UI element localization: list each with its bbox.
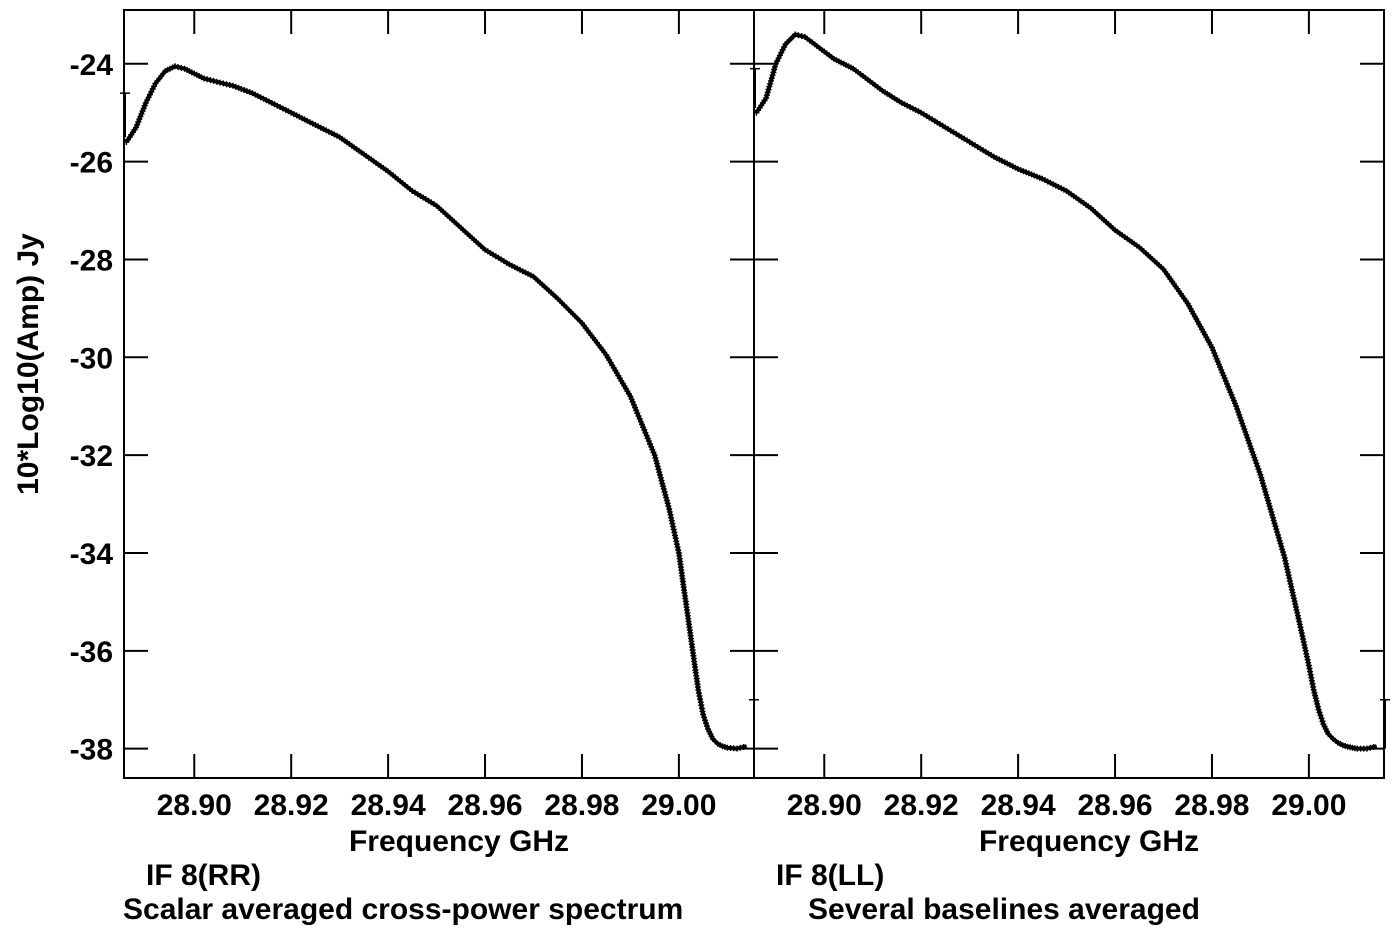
x-tick-label: 28.94 xyxy=(351,789,426,822)
y-tick-label: -26 xyxy=(70,147,113,180)
panel-frame xyxy=(123,9,755,779)
footer-caption-right: Several baselines averaged xyxy=(808,893,1200,926)
y-tick-label: -24 xyxy=(70,49,114,82)
x-tick-label: 28.98 xyxy=(544,789,619,822)
panel-frame xyxy=(753,9,1385,779)
y-tick-label: -28 xyxy=(70,244,113,277)
series-line xyxy=(124,64,748,751)
x-tick-label: 28.90 xyxy=(787,789,862,822)
panel-right-caption: IF 8(LL) xyxy=(776,859,885,892)
panel-left: 28.90 28.92 28.94 28.96 28.98 29.00 -24 -26 -28 -… xyxy=(70,9,755,858)
y-axis-label: 10*Log10(Amp) Jy xyxy=(12,233,45,495)
x-tick-label: 29.00 xyxy=(1271,789,1346,822)
x-tick-label: 29.00 xyxy=(641,789,716,822)
x-tick-label: 28.92 xyxy=(884,789,959,822)
series-line xyxy=(754,32,1378,751)
series-markers xyxy=(753,31,1377,752)
y-tick-label: -34 xyxy=(70,538,114,571)
x-tick-label: 28.98 xyxy=(1174,789,1249,822)
x-tick-label: 28.96 xyxy=(1077,789,1152,822)
panel-right: 28.90 28.92 28.94 28.96 28.98 29.00 Frequency … xyxy=(753,9,1385,858)
y-tick-label: -38 xyxy=(70,734,113,767)
x-tick-label: 28.92 xyxy=(254,789,329,822)
x-axis-label: Frequency GHz xyxy=(979,825,1199,858)
panel-left-caption: IF 8(RR) xyxy=(146,859,261,892)
x-tick-label: 28.94 xyxy=(981,789,1056,822)
y-tick-label: -36 xyxy=(70,636,113,669)
y-tick-label: -30 xyxy=(70,342,113,375)
x-axis-label: Frequency GHz xyxy=(349,825,569,858)
series-markers xyxy=(123,63,747,752)
x-tick-label: 28.96 xyxy=(447,789,522,822)
x-tick-label: 28.90 xyxy=(157,789,232,822)
footer-caption-left: Scalar averaged cross-power spectrum xyxy=(123,893,684,926)
y-tick-label: -32 xyxy=(70,440,113,473)
